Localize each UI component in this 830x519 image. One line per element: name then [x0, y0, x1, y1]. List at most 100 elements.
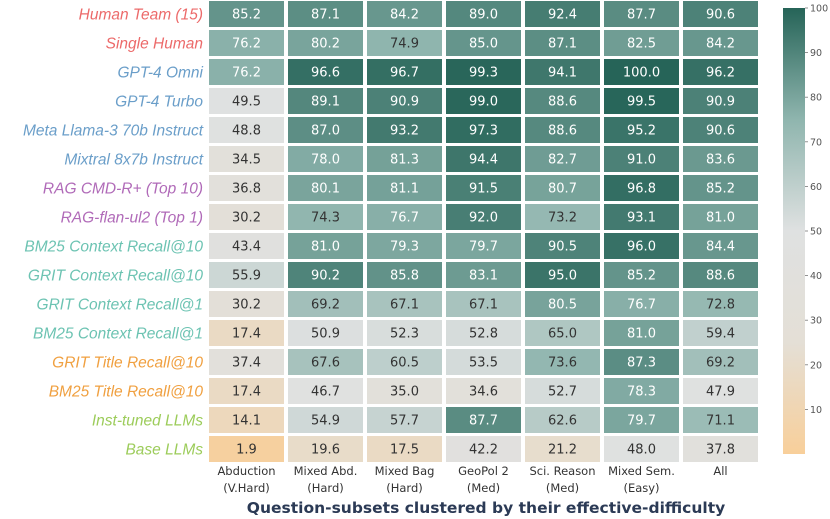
heatmap-cell — [288, 320, 363, 346]
cell-value: 81.0 — [311, 240, 340, 255]
heatmap-cell — [367, 30, 442, 56]
cell-value: 21.2 — [548, 443, 577, 458]
cell-value: 84.2 — [390, 8, 419, 23]
heatmap-cell — [604, 1, 679, 27]
cell-value: 72.8 — [706, 298, 735, 313]
cell-value: 79.7 — [469, 240, 498, 255]
heatmap-cell — [525, 59, 600, 85]
column-label: Sci. Reason — [529, 464, 595, 478]
cell-value: 46.7 — [311, 385, 340, 400]
cell-value: 73.6 — [548, 356, 577, 371]
cell-value: 90.2 — [311, 269, 340, 284]
cell-value: 82.5 — [627, 37, 656, 52]
cell-value: 60.5 — [390, 356, 419, 371]
heatmap-cell — [209, 175, 284, 201]
cell-value: 81.1 — [390, 182, 419, 197]
cell-value: 81.0 — [627, 327, 656, 342]
heatmap-cell — [683, 436, 758, 462]
cell-value: 96.0 — [627, 240, 656, 255]
row-labels: Human Team (15) Single Human GPT-4 Omni GPT… — [23, 7, 204, 459]
row-label: GRIT Context Recall@10 — [28, 268, 203, 285]
heatmap-cell — [367, 1, 442, 27]
heatmap-cell — [604, 175, 679, 201]
heatmap-cell — [209, 320, 284, 346]
cell-value: 50.9 — [311, 327, 340, 342]
heatmap-cell — [604, 436, 679, 462]
heatmap-cell — [288, 204, 363, 230]
heatmap-cell — [446, 436, 521, 462]
heatmap-cell — [288, 146, 363, 172]
heatmap-cell — [288, 262, 363, 288]
cell-value: 81.3 — [390, 153, 419, 168]
cell-value: 67.1 — [469, 298, 498, 313]
heatmap-cell — [525, 88, 600, 114]
cell-value: 34.5 — [232, 153, 261, 168]
cell-value: 36.8 — [232, 182, 261, 197]
cell-value: 80.1 — [311, 182, 340, 197]
cell-value: 49.5 — [232, 95, 261, 110]
cell-value: 79.3 — [390, 240, 419, 255]
cell-value: 90.9 — [706, 95, 735, 110]
cell-value: 17.4 — [232, 327, 261, 342]
row-label: Human Team (15) — [79, 7, 203, 24]
cell-value: 94.4 — [469, 153, 498, 168]
heatmap-cell — [367, 262, 442, 288]
heatmap-cell — [683, 59, 758, 85]
heatmap-cell — [604, 320, 679, 346]
colorbar-tick-label: 70 — [810, 137, 822, 148]
cell-value: 19.6 — [311, 443, 340, 458]
cell-value: 96.7 — [390, 66, 419, 81]
heatmap-cell — [604, 204, 679, 230]
cell-value: 96.6 — [311, 66, 340, 81]
cell-value: 87.7 — [627, 8, 656, 23]
cell-value: 52.8 — [469, 327, 498, 342]
colorbar-tick-label: 60 — [810, 182, 822, 193]
cell-value: 30.2 — [232, 298, 261, 313]
cell-value: 47.9 — [706, 385, 735, 400]
column-difficulty: (Hard) — [386, 481, 423, 495]
heatmap-cell — [446, 175, 521, 201]
cell-value: 89.0 — [469, 8, 498, 23]
x-axis-title: Question-subsets clustered by their effe… — [247, 499, 725, 517]
heatmap-cell — [209, 291, 284, 317]
heatmap-cell — [367, 117, 442, 143]
cell-value: 80.7 — [548, 182, 577, 197]
heatmap-cell — [525, 117, 600, 143]
cell-value: 67.6 — [311, 356, 340, 371]
heatmap-cell — [446, 146, 521, 172]
heatmap-cell — [683, 117, 758, 143]
heatmap-cell — [604, 30, 679, 56]
cell-value: 95.2 — [627, 124, 656, 139]
row-label: Mixtral 8x7b Instruct — [64, 152, 203, 169]
heatmap-cell — [288, 117, 363, 143]
heatmap-cell — [525, 30, 600, 56]
heatmap-cell — [288, 175, 363, 201]
heatmap-cell — [604, 378, 679, 404]
heatmap-cell — [683, 175, 758, 201]
heatmap-cell — [209, 59, 284, 85]
heatmap-cell — [367, 349, 442, 375]
heatmap-cell — [209, 1, 284, 27]
cell-value: 90.5 — [548, 240, 577, 255]
heatmap-cell — [525, 1, 600, 27]
column-labels: Abduction (V.Hard) Mixed Abd. (Hard) Mixed B… — [217, 464, 727, 495]
heatmap-cell — [209, 349, 284, 375]
heatmap-cell — [683, 407, 758, 433]
column-label: Mixed Bag — [375, 464, 435, 478]
cell-value: 99.5 — [627, 95, 656, 110]
heatmap-cell — [367, 88, 442, 114]
cell-value: 59.4 — [706, 327, 735, 342]
cell-value: 90.6 — [706, 8, 735, 23]
colorbar-tick-label: 80 — [810, 93, 822, 104]
colorbar: 10 20 30 40 50 60 70 80 90 100 — [783, 4, 828, 454]
column-label: Abduction — [217, 464, 275, 478]
cell-value: 90.9 — [390, 95, 419, 110]
cell-value: 89.1 — [311, 95, 340, 110]
row-label: RAG-flan-ul2 (Top 1) — [61, 210, 203, 227]
heatmap-cell — [367, 407, 442, 433]
cell-value: 96.8 — [627, 182, 656, 197]
cell-value: 55.9 — [232, 269, 261, 284]
heatmap-cell — [525, 146, 600, 172]
cell-value: 87.1 — [311, 8, 340, 23]
heatmap-cell — [525, 349, 600, 375]
